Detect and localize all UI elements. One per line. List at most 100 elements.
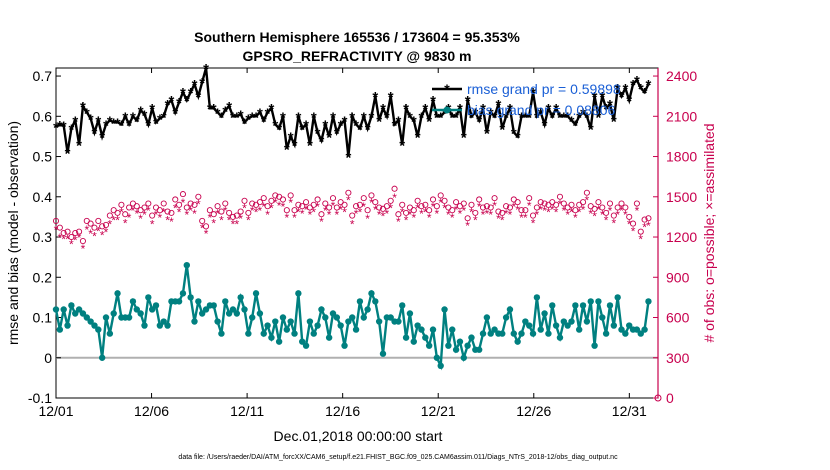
obs-possible-point [283, 207, 290, 214]
bias-point [148, 306, 156, 313]
bias-point [525, 322, 533, 329]
obs-assimilated-point: * [58, 231, 63, 245]
legend: * rmse grand pr = 0.59898 bias grand pr … [432, 81, 621, 118]
bias-point [145, 294, 152, 301]
bias-point [595, 298, 602, 305]
obs-assimilated-point: * [481, 208, 486, 222]
bias-point [583, 318, 591, 325]
obs-assimilated-point: * [115, 214, 120, 228]
bias-point [572, 302, 579, 309]
obs-possible-point [329, 195, 337, 202]
bias-point [502, 314, 510, 321]
rmse-point: * [615, 81, 621, 98]
rmse-point: * [245, 111, 251, 128]
obs-assimilated-point: * [138, 212, 143, 226]
right-tick-label: 1800 [666, 149, 697, 165]
rmse-point: * [638, 81, 644, 98]
obs-assimilated-point: * [200, 222, 205, 236]
obs-assimilated-point: * [442, 202, 447, 216]
obs-possible-point [222, 200, 229, 207]
bias-point [314, 322, 321, 329]
obs-possible-point [268, 197, 275, 204]
rmse-point: * [288, 129, 294, 146]
rmse-point: * [84, 105, 90, 122]
rmse-point: * [395, 113, 401, 130]
bias-point [606, 302, 614, 309]
obs-assimilated-point: * [585, 193, 590, 207]
bias-point [599, 314, 606, 321]
rmse-point: * [569, 113, 575, 130]
rmse-point: * [553, 101, 559, 118]
rmse-point: * [530, 85, 536, 102]
bias-point [222, 298, 229, 305]
obs-assimilated-point: * [219, 214, 224, 228]
obs-possible-point [356, 201, 363, 208]
bias-point [310, 330, 317, 337]
obs-assimilated-point: * [588, 207, 593, 221]
rmse-point: * [572, 117, 578, 134]
bias-point [641, 326, 648, 333]
bias-point [302, 342, 310, 349]
left-tick-label: 0 [44, 350, 52, 366]
bias-point [510, 330, 517, 337]
obs-possible-point [630, 220, 637, 227]
obs-assimilated-point: * [196, 197, 201, 211]
bias-point [225, 310, 233, 317]
bias-point [568, 318, 575, 325]
rmse-point: * [495, 97, 501, 114]
obs-assimilated-point: * [204, 227, 209, 241]
obs-assimilated-point: * [373, 203, 378, 217]
obs-assimilated-point: * [561, 204, 566, 218]
rmse-point: * [261, 113, 267, 130]
bias-point [429, 326, 437, 333]
bias-point [449, 326, 456, 333]
obs-possible-point [560, 200, 567, 207]
bias-point [275, 338, 283, 345]
obs-possible-point [141, 204, 148, 211]
rmse-point: * [353, 117, 359, 134]
x-tick-label: 12/21 [421, 403, 456, 419]
outlier-marker [654, 394, 662, 402]
obs-possible-point [260, 195, 267, 202]
obs-possible-point [537, 199, 544, 206]
obs-possible-point [106, 212, 113, 219]
obs-assimilated-point: * [419, 207, 424, 221]
left-tick-label: 0.3 [33, 229, 53, 245]
rmse-point: * [611, 113, 617, 130]
obs-assimilated-point: * [511, 200, 516, 214]
bias-point [325, 334, 333, 341]
bias-point [364, 306, 371, 313]
rmse-point: * [599, 89, 605, 106]
obs-assimilated-point: * [142, 208, 147, 222]
bias-point [529, 330, 537, 337]
obs-possible-point [179, 191, 187, 198]
rmse-point: * [230, 109, 236, 126]
rmse-point: * [249, 109, 255, 126]
bias-point [545, 330, 552, 337]
bias-point [645, 298, 652, 305]
bias-point [91, 322, 98, 329]
rmse-point: * [576, 109, 582, 126]
rmse-point: * [503, 109, 509, 126]
bias-point [102, 314, 110, 321]
left-tick-label: 0.1 [33, 310, 53, 326]
rmse-point: * [188, 85, 194, 102]
bias-point [360, 314, 367, 321]
rmse-point: * [176, 95, 182, 112]
obs-assimilated-point: * [319, 215, 324, 229]
obs-assimilated-point: * [596, 203, 601, 217]
rmse-point: * [557, 109, 563, 126]
obs-possible-point [453, 199, 460, 206]
rmse-point: * [419, 109, 425, 126]
rmse-point: * [492, 109, 498, 126]
obs-possible-point [195, 193, 202, 200]
rmse-point: * [253, 109, 259, 126]
rmse-point: * [399, 137, 405, 154]
obs-possible-point [249, 200, 256, 207]
rmse-point: * [522, 109, 528, 126]
obs-possible-point [645, 215, 652, 222]
obs-assimilated-point: * [469, 206, 474, 220]
obs-assimilated-point: * [69, 238, 74, 252]
rmse-point: * [57, 118, 63, 135]
obs-assimilated-point: * [54, 223, 59, 237]
